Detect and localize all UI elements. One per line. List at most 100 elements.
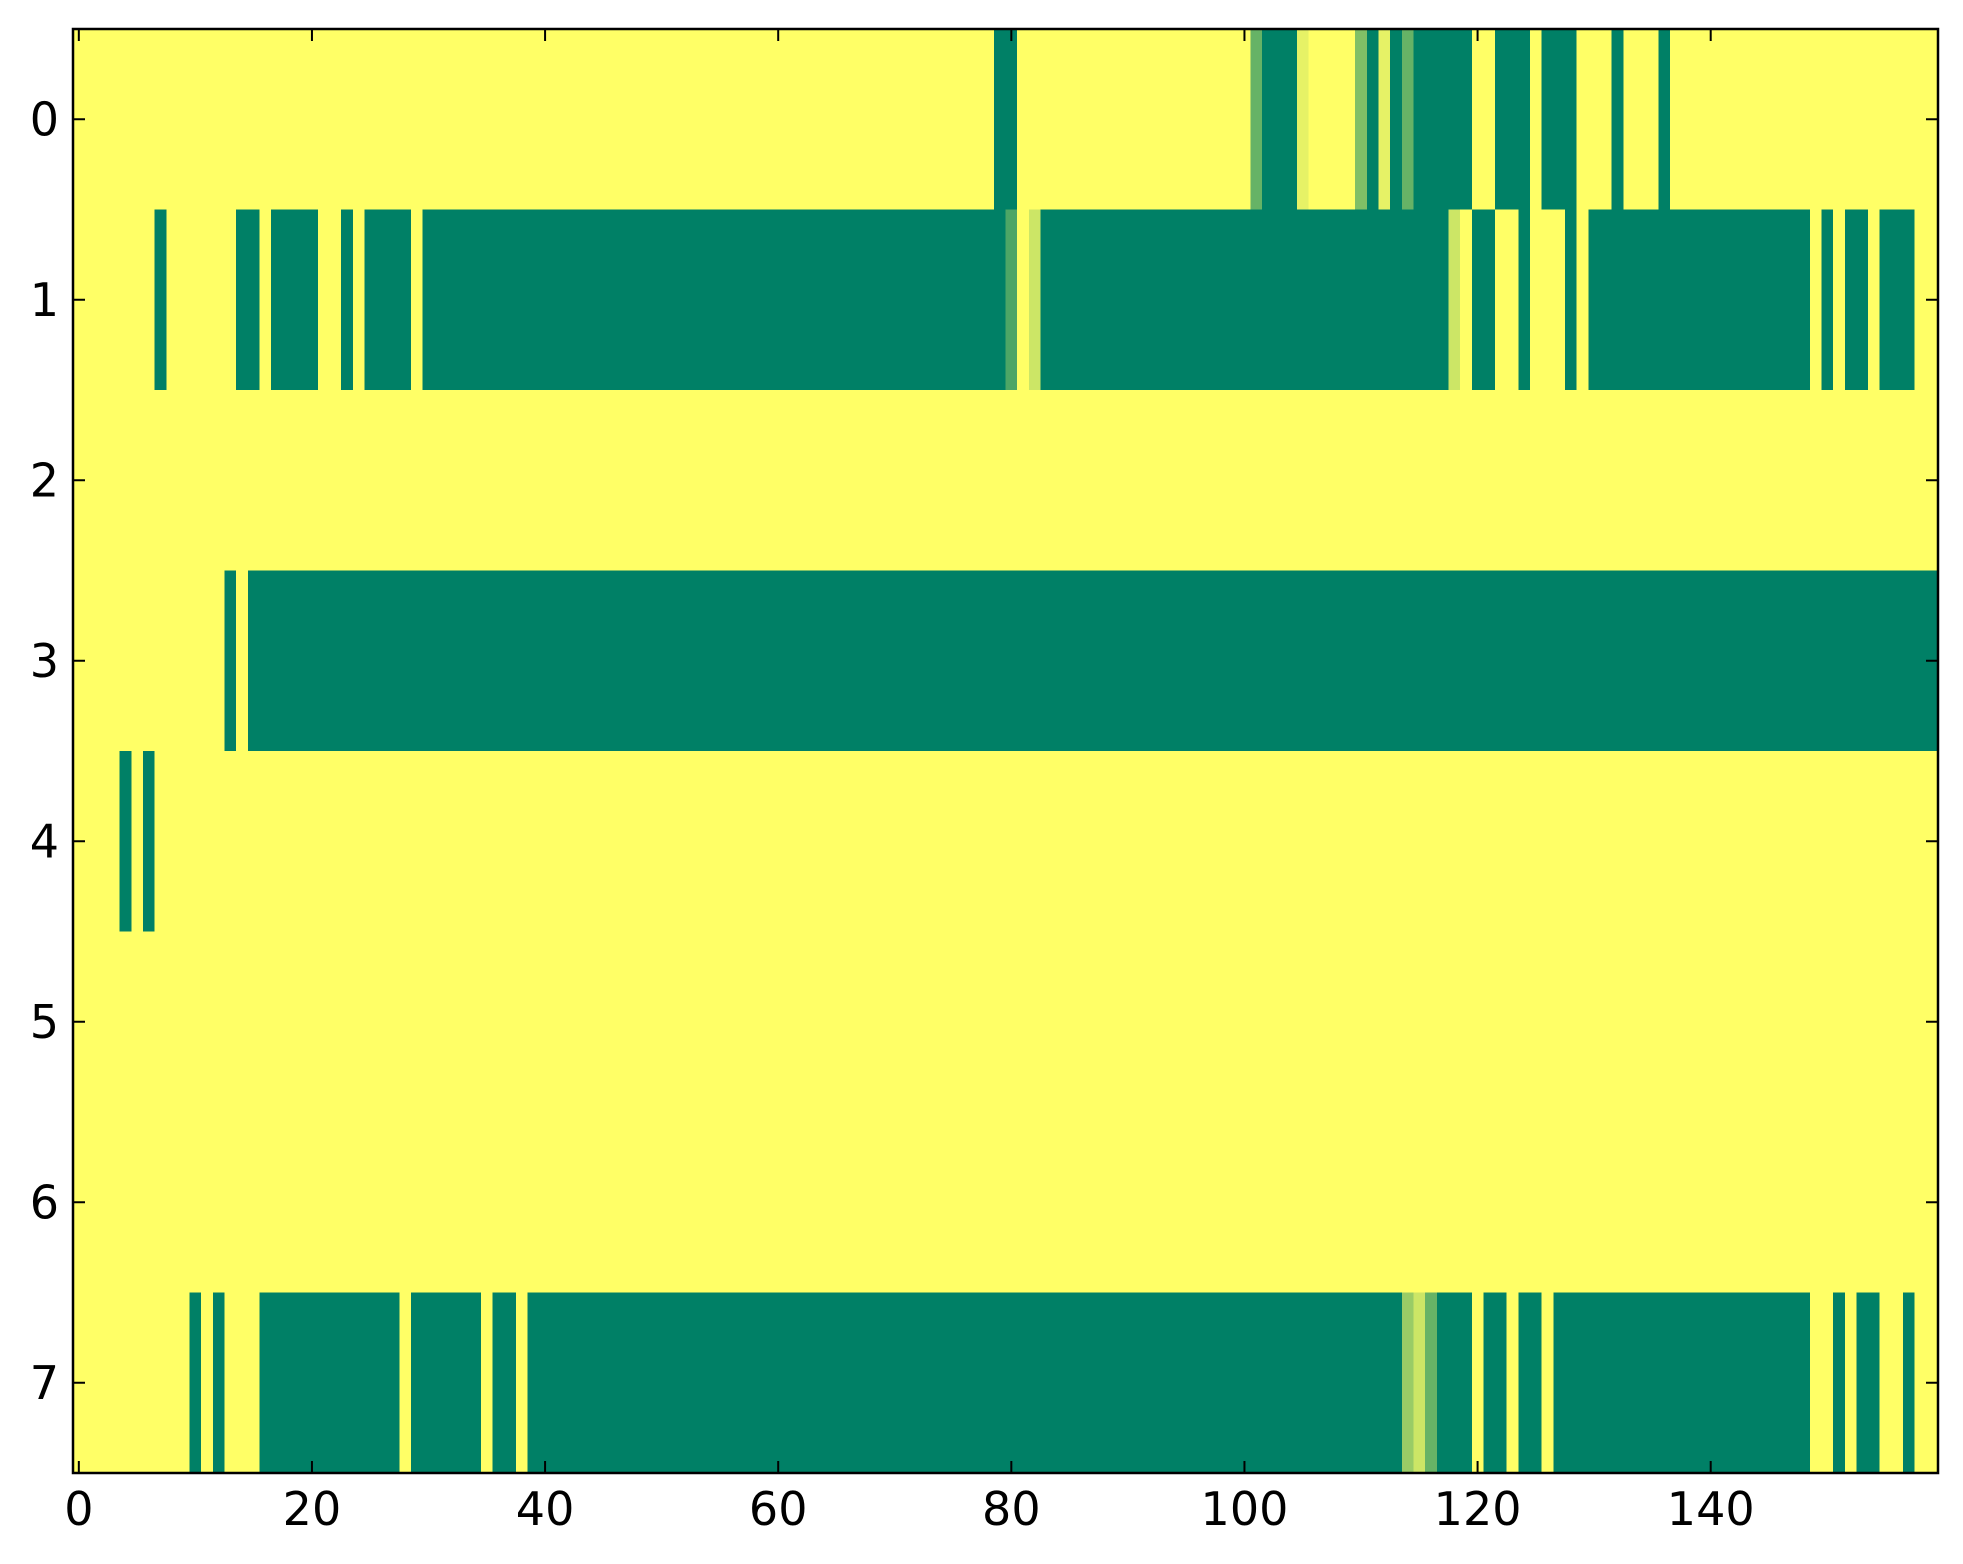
heatmap-cell <box>399 751 412 933</box>
heatmap-cell <box>1751 931 1764 1113</box>
heatmap-cell <box>352 570 366 752</box>
heatmap-cell <box>1273 570 1286 752</box>
heatmap-cell <box>1786 751 1799 933</box>
heatmap-cell <box>1646 931 1659 1113</box>
heatmap-cell <box>1203 29 1216 211</box>
heatmap-cell <box>1157 931 1170 1113</box>
heatmap-cell <box>1075 29 1088 211</box>
heatmap-cell <box>1821 1292 1834 1474</box>
heatmap-cell <box>177 931 191 1113</box>
heatmap-cell <box>877 209 890 391</box>
heatmap-cell <box>1856 1292 1869 1474</box>
heatmap-cell <box>422 390 435 572</box>
heatmap-cell <box>1110 390 1123 572</box>
heatmap-cell <box>1774 751 1788 933</box>
heatmap-cell <box>1192 1112 1205 1294</box>
heatmap-cell <box>154 390 167 572</box>
heatmap-cell <box>1133 390 1146 572</box>
heatmap-cell <box>1821 570 1834 752</box>
heatmap-cell <box>1005 570 1018 752</box>
heatmap-cell <box>1623 29 1636 211</box>
heatmap-cell <box>1681 931 1694 1113</box>
heatmap-cell <box>1518 931 1531 1113</box>
heatmap-cell <box>1774 390 1788 572</box>
heatmap-cell <box>1471 29 1485 211</box>
heatmap-cell <box>935 390 948 572</box>
heatmap-cell <box>352 390 366 572</box>
heatmap-cell <box>282 29 296 211</box>
heatmap-cell <box>1774 1292 1788 1474</box>
heatmap-cell <box>1366 1292 1380 1474</box>
heatmap-cell <box>259 570 272 752</box>
heatmap-cell <box>935 1112 948 1294</box>
heatmap-cell <box>632 29 645 211</box>
heatmap-cell <box>1052 209 1065 391</box>
heatmap-cell <box>317 931 331 1113</box>
heatmap-cell <box>1052 390 1065 572</box>
heatmap-cell <box>1914 931 1927 1113</box>
heatmap-cell <box>1903 570 1916 752</box>
heatmap-cell <box>1914 29 1927 211</box>
heatmap-cell <box>620 29 634 211</box>
heatmap-cell <box>807 1292 820 1474</box>
y-tick-label: 3 <box>30 634 59 688</box>
heatmap-cell <box>970 1292 983 1474</box>
heatmap-cell <box>96 570 109 752</box>
heatmap-cell <box>923 390 937 572</box>
heatmap-cell <box>1180 1112 1193 1294</box>
heatmap-cell <box>1530 1112 1543 1294</box>
heatmap-cell <box>1285 209 1298 391</box>
heatmap-cell <box>819 1292 832 1474</box>
heatmap-cell <box>1821 931 1834 1113</box>
heatmap-cell <box>1658 1112 1671 1294</box>
heatmap-cell <box>1145 570 1158 752</box>
heatmap-cell <box>842 931 855 1113</box>
heatmap-cell <box>1296 1112 1310 1294</box>
x-tick-label: 80 <box>982 1482 1041 1536</box>
heatmap-cell <box>1448 751 1461 933</box>
heatmap-cell <box>1087 751 1100 933</box>
heatmap-cell <box>504 931 517 1113</box>
heatmap-cell <box>107 1292 121 1474</box>
heatmap-cell <box>1728 1112 1741 1294</box>
heatmap-cell <box>737 209 750 391</box>
heatmap-cell <box>422 570 435 752</box>
heatmap-cell <box>259 29 272 211</box>
heatmap-cell <box>1809 751 1823 933</box>
heatmap-cell <box>1180 751 1193 933</box>
heatmap-cell <box>1634 1292 1648 1474</box>
heatmap-cell <box>1658 390 1671 572</box>
heatmap-cell <box>1786 570 1799 752</box>
heatmap-cell <box>1261 931 1275 1113</box>
heatmap-cell <box>1425 931 1438 1113</box>
heatmap-cell <box>1401 1112 1415 1294</box>
heatmap-cell <box>1110 29 1123 211</box>
heatmap-cell <box>958 209 972 391</box>
heatmap-cell <box>1716 751 1729 933</box>
heatmap-cell <box>434 1292 447 1474</box>
heatmap-cell <box>376 751 389 933</box>
heatmap-cell <box>1541 29 1554 211</box>
heatmap-cell <box>1728 1292 1741 1474</box>
heatmap-cell <box>107 209 121 391</box>
heatmap-cell <box>341 29 354 211</box>
heatmap-cell <box>1273 1292 1286 1474</box>
heatmap-cell <box>1308 751 1321 933</box>
heatmap-cell <box>1634 390 1648 572</box>
heatmap-cell <box>679 931 692 1113</box>
heatmap-cell <box>1506 931 1519 1113</box>
heatmap-cell <box>364 931 377 1113</box>
heatmap-cell <box>982 390 995 572</box>
heatmap-cell <box>1355 1292 1368 1474</box>
heatmap-cell <box>1192 931 1205 1113</box>
heatmap-cell <box>504 1292 517 1474</box>
heatmap-cell <box>1122 931 1135 1113</box>
heatmap-cell <box>597 1292 610 1474</box>
heatmap-cell <box>1226 209 1240 391</box>
heatmap-cell <box>1669 751 1683 933</box>
heatmap-cell <box>271 931 284 1113</box>
heatmap-cell <box>1681 751 1694 933</box>
heatmap-cell <box>469 29 482 211</box>
heatmap-cell <box>1565 29 1578 211</box>
heatmap-cell <box>1693 1112 1706 1294</box>
